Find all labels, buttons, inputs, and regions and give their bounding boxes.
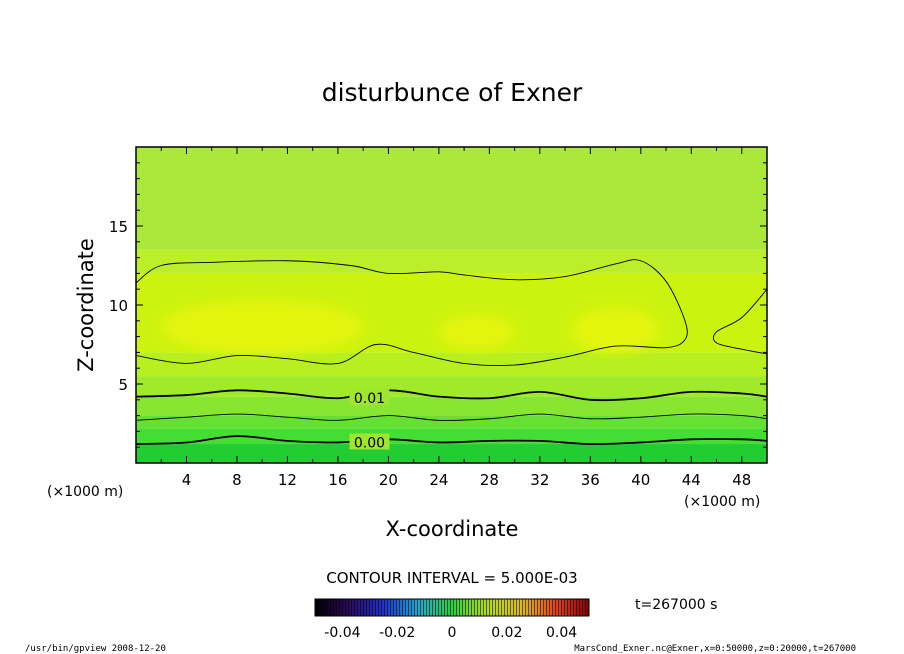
- x-tick-label: 20: [379, 471, 398, 489]
- contour-line: [136, 413, 767, 421]
- field-band: [136, 444, 767, 463]
- field-band: [136, 147, 767, 250]
- contour-line: [136, 435, 767, 445]
- field-band: [136, 376, 767, 397]
- x-tick-label: 32: [530, 471, 549, 489]
- chart-title: disturbunce of Exner: [322, 78, 583, 107]
- contour-interval-label: CONTOUR INTERVAL = 5.000E-03: [326, 569, 577, 587]
- field-band: [136, 415, 767, 429]
- field-maximum: [571, 308, 660, 353]
- contour-label-bg: [349, 433, 390, 450]
- colorbar-ticks: -0.04 -0.02 0 0.02 0.04: [324, 625, 577, 641]
- contour-label-bg: [349, 389, 390, 406]
- contour-label: 0.01: [354, 391, 385, 407]
- contour-line: [136, 389, 767, 402]
- field-maxima: [161, 300, 660, 354]
- field-maximum: [438, 314, 515, 350]
- field-bands: [136, 147, 767, 463]
- x-tick-label: 36: [581, 471, 600, 489]
- contour-line: [712, 288, 767, 355]
- x-tick-label: 12: [278, 471, 297, 489]
- colorbar-tick-label: 0.04: [546, 625, 577, 641]
- colorbar-tick-label: -0.04: [324, 625, 360, 641]
- y-ticks: 5 10 15: [109, 162, 767, 448]
- x-axis-unit: (×1000 m): [684, 494, 760, 510]
- x-tick-label: 40: [631, 471, 650, 489]
- field-band: [136, 352, 767, 377]
- y-tick-label: 15: [109, 218, 128, 236]
- x-tick-label: 16: [328, 471, 347, 489]
- x-ticks: 4 8 12 16 20 24 28 32 36 40 44 48: [160, 147, 751, 489]
- contour-labels: 0.00 0.01: [349, 389, 390, 451]
- footer-left: /usr/bin/gpview 2008-12-20: [25, 644, 166, 654]
- time-label: t=267000 s: [635, 597, 717, 613]
- contour-label: 0.00: [354, 435, 385, 451]
- colorbar-tick-label: 0: [448, 625, 457, 641]
- field-band: [136, 428, 767, 445]
- x-tick-label: 8: [232, 471, 242, 489]
- y-tick-label: 5: [118, 376, 128, 394]
- colorbar: [314, 598, 590, 617]
- x-tick-label: 28: [480, 471, 499, 489]
- y-axis-unit: (×1000 m): [47, 484, 123, 500]
- footer-right: MarsCond_Exner.nc@Exner,x=0:50000,z=0:20…: [574, 644, 856, 654]
- contour-line: [136, 259, 688, 367]
- y-tick-label: 10: [109, 297, 128, 315]
- x-tick-label: 48: [732, 471, 751, 489]
- x-axis-label: X-coordinate: [386, 517, 519, 541]
- field-band: [136, 249, 767, 274]
- x-tick-label: 24: [429, 471, 448, 489]
- contour-lines: [136, 259, 767, 445]
- y-axis-label: Z-coordinate: [74, 238, 98, 372]
- colorbar-tick-label: 0.02: [491, 625, 522, 641]
- x-tick-label: 4: [182, 471, 192, 489]
- colorbar-tick-label: -0.02: [379, 625, 415, 641]
- field-band: [136, 396, 767, 416]
- field-maximum: [161, 300, 364, 354]
- x-tick-label: 44: [682, 471, 701, 489]
